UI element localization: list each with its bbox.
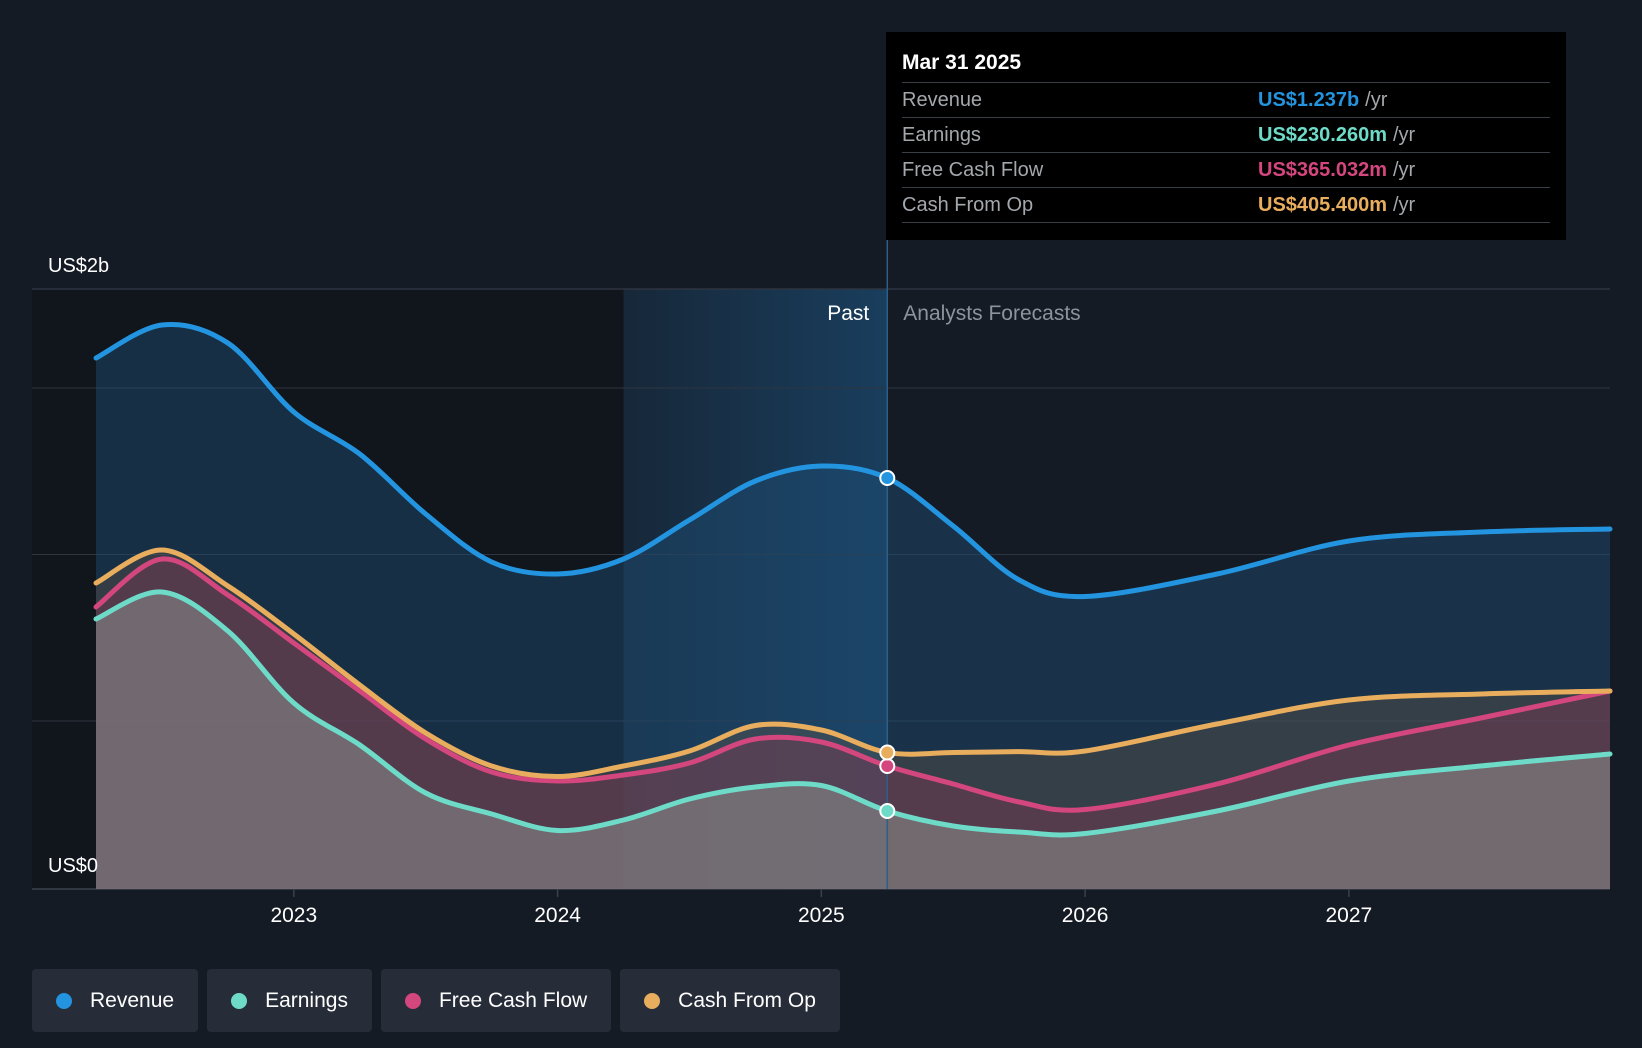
x-tick-label: 2025	[798, 904, 845, 927]
past-label: Past	[827, 302, 869, 325]
x-tick-label: 2026	[1062, 904, 1109, 927]
legend: Revenue Earnings Free Cash Flow Cash Fro…	[32, 969, 840, 1032]
x-tick-label: 2027	[1326, 904, 1373, 927]
tooltip-row-earnings: Earnings US$230.260m /yr	[902, 117, 1550, 152]
area-revenue	[96, 324, 1610, 890]
legend-label: Free Cash Flow	[438, 988, 588, 1012]
legend-label: Revenue	[90, 988, 175, 1012]
legend-item-earnings[interactable]: Earnings	[207, 969, 372, 1032]
marker-earnings	[879, 803, 896, 819]
legend-dot-icon	[644, 992, 661, 1009]
forecast-label: Analysts Forecasts	[903, 302, 1080, 325]
tooltip-label: Earnings	[902, 124, 981, 146]
line-free-cash-flow	[93, 556, 1613, 813]
tooltip-label: Free Cash Flow	[902, 159, 1044, 181]
legend-item-revenue[interactable]: Revenue	[32, 969, 199, 1032]
legend-label: Earnings	[265, 988, 348, 1012]
tooltip-value: US$365.032m	[1258, 159, 1387, 181]
tooltip: Mar 31 2025 Revenue US$1.237b /yr Earnin…	[886, 32, 1566, 240]
tooltip-value: US$1.237b	[1258, 89, 1360, 111]
marker-revenue	[879, 470, 896, 486]
tooltip-unit: /yr	[1392, 159, 1416, 181]
marker-free-cash-flow	[879, 758, 896, 774]
area-cash-from-op	[96, 549, 1610, 889]
tooltip-value: US$405.400m	[1258, 194, 1387, 216]
x-tick-label: 2023	[270, 904, 317, 927]
tooltip-row-revenue: Revenue US$1.237b /yr	[902, 82, 1550, 117]
tooltip-value: US$230.260m	[1258, 124, 1387, 146]
tooltip-label: Cash From Op	[902, 194, 1034, 216]
line-cash-from-op	[93, 547, 1613, 780]
legend-item-free-cash-flow[interactable]: Free Cash Flow	[380, 969, 612, 1032]
tooltip-unit: /yr	[1365, 89, 1388, 111]
line-revenue	[93, 321, 1613, 600]
legend-dot-icon	[56, 992, 72, 1009]
tooltip-label: Revenue	[902, 89, 983, 111]
y-axis-top-label: US$2b	[48, 255, 109, 277]
tooltip-unit: /yr	[1392, 124, 1416, 146]
area-earnings	[96, 591, 1610, 889]
marker-cash-from-op	[879, 744, 896, 761]
legend-label: Cash From Op	[678, 988, 816, 1012]
y-axis-bottom-label: US$0	[48, 855, 98, 877]
tooltip-row-free-cash-flow: Free Cash Flow US$365.032m /yr	[902, 152, 1550, 187]
legend-dot-icon	[231, 992, 248, 1009]
tooltip-date: Mar 31 2025	[902, 51, 1022, 74]
tooltip-unit: /yr	[1392, 194, 1416, 216]
line-earnings	[93, 589, 1613, 838]
legend-item-cash-from-op[interactable]: Cash From Op	[620, 969, 840, 1032]
tooltip-row-cash-from-op: Cash From Op US$405.400m /yr	[902, 187, 1550, 223]
x-tick-label: 2024	[534, 904, 581, 927]
legend-dot-icon	[404, 992, 421, 1009]
